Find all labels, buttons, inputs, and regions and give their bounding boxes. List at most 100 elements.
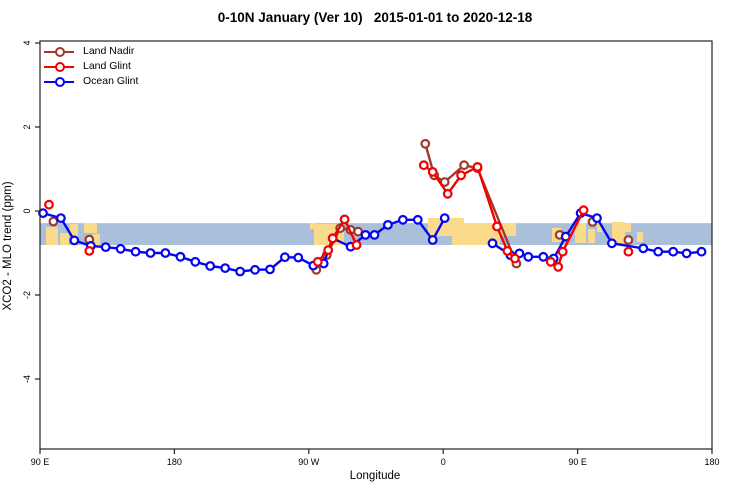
y-tick-label: 2: [22, 124, 32, 129]
data-point-land-glint: [351, 240, 362, 250]
data-point-ocean-glint: [398, 214, 408, 225]
data-point-land-glint: [323, 245, 334, 256]
data-point-ocean-glint: [100, 242, 111, 253]
x-tick-label: 90 E: [568, 457, 587, 467]
land-patch: [624, 223, 631, 232]
x-tick-label: 90 E: [31, 457, 50, 467]
data-point-land-glint: [545, 256, 556, 267]
data-point-ocean-glint: [69, 235, 80, 246]
series-line-land-nadir: [424, 142, 518, 265]
data-point-ocean-glint: [592, 213, 602, 224]
y-axis-label: XCO2 - MLO trend (ppm): [2, 181, 14, 311]
land-patch: [452, 223, 500, 245]
data-point-land-glint: [553, 262, 564, 272]
data-point-ocean-glint: [235, 266, 246, 277]
data-point-ocean-glint: [383, 219, 393, 230]
y-tick-label: 0: [22, 208, 32, 213]
data-point-land-nadir: [48, 216, 59, 227]
data-point-land-glint: [557, 246, 568, 257]
land-patch: [575, 223, 586, 243]
x-tick-label: 0: [441, 457, 446, 467]
data-point-ocean-glint: [38, 208, 48, 219]
legend-item-land-nadir: Land Nadir: [44, 44, 138, 59]
data-point-land-glint: [510, 253, 520, 264]
land-patch: [588, 229, 595, 243]
x-tick-label: 90 W: [298, 457, 320, 467]
legend-swatch-land-glint: [44, 61, 74, 72]
x-axis-label: Longitude: [349, 470, 401, 482]
y-tick-label: 4: [22, 40, 32, 45]
land-patch: [498, 223, 516, 236]
data-point-land-glint: [623, 246, 634, 257]
y-tick-label: -2: [22, 291, 32, 299]
legend-swatch-ocean-glint: [44, 76, 74, 87]
land-patch: [60, 233, 69, 245]
data-point-ocean-glint: [360, 229, 371, 240]
data-point-land-nadir: [459, 160, 470, 171]
land-patch: [310, 223, 316, 229]
legend-label-land-glint: Land Glint: [83, 60, 131, 72]
legend-item-ocean-glint: Ocean Glint: [44, 74, 138, 89]
data-point-ocean-glint: [293, 252, 304, 263]
data-point-land-glint: [312, 256, 323, 267]
data-point-land-glint: [502, 245, 513, 256]
data-point-ocean-glint: [145, 248, 156, 258]
data-point-ocean-glint: [487, 238, 498, 249]
data-point-ocean-glint: [115, 243, 126, 254]
data-point-land-nadir: [420, 138, 431, 149]
data-point-ocean-glint: [190, 256, 201, 267]
data-point-ocean-glint: [160, 248, 171, 258]
data-point-land-glint: [427, 166, 438, 177]
data-point-ocean-glint: [280, 252, 290, 263]
data-point-ocean-glint: [681, 248, 692, 259]
data-point-ocean-glint: [412, 214, 423, 225]
data-point-ocean-glint: [696, 246, 707, 257]
data-point-land-glint: [339, 214, 350, 225]
land-patch: [70, 224, 78, 238]
data-point-ocean-glint: [205, 261, 216, 271]
data-point-ocean-glint: [369, 229, 380, 240]
legend-circle-icon: [55, 76, 65, 87]
data-point-land-glint: [84, 245, 95, 256]
chart-title: 0-10N January (Ver 10) 2015-01-01 to 202…: [217, 10, 533, 25]
data-point-land-glint: [418, 160, 429, 171]
y-tick-label: -4: [22, 375, 32, 383]
data-point-land-glint: [442, 188, 453, 199]
data-point-ocean-glint: [653, 246, 664, 257]
data-point-ocean-glint: [607, 238, 617, 249]
data-point-land-glint: [44, 199, 54, 210]
legend-label-ocean-glint: Ocean Glint: [83, 75, 139, 87]
land-patch: [46, 227, 58, 245]
data-point-land-glint: [492, 221, 502, 232]
x-tick-label: 180: [167, 457, 182, 467]
legend-circle-icon: [55, 61, 65, 72]
data-point-land-glint: [327, 233, 338, 244]
data-point-ocean-glint: [130, 246, 141, 257]
data-point-land-nadir: [623, 235, 634, 245]
data-point-ocean-glint: [175, 251, 186, 262]
data-point-land-glint: [472, 161, 483, 172]
legend: Land Nadir Land Glint Ocean Glint: [44, 44, 138, 89]
x-tick-label: 180: [704, 457, 719, 467]
legend-label-land-nadir: Land Nadir: [83, 45, 135, 57]
data-point-ocean-glint: [538, 251, 549, 262]
data-point-ocean-glint: [220, 263, 231, 274]
land-patch: [93, 234, 100, 245]
legend-item-land-glint: Land Glint: [44, 59, 138, 74]
data-point-ocean-glint: [427, 235, 438, 245]
data-point-ocean-glint: [250, 264, 260, 275]
data-point-ocean-glint: [56, 213, 66, 224]
land-patch: [637, 232, 643, 242]
data-point-ocean-glint: [439, 213, 450, 224]
plot-frame: [39, 40, 713, 450]
legend-swatch-land-nadir: [44, 46, 74, 57]
data-point-ocean-glint: [265, 264, 275, 275]
legend-circle-icon: [55, 46, 65, 57]
data-point-land-glint: [456, 170, 467, 181]
data-point-ocean-glint: [638, 243, 649, 254]
data-point-ocean-glint: [523, 251, 534, 262]
data-point-ocean-glint: [668, 246, 679, 257]
data-point-land-glint: [578, 205, 589, 216]
